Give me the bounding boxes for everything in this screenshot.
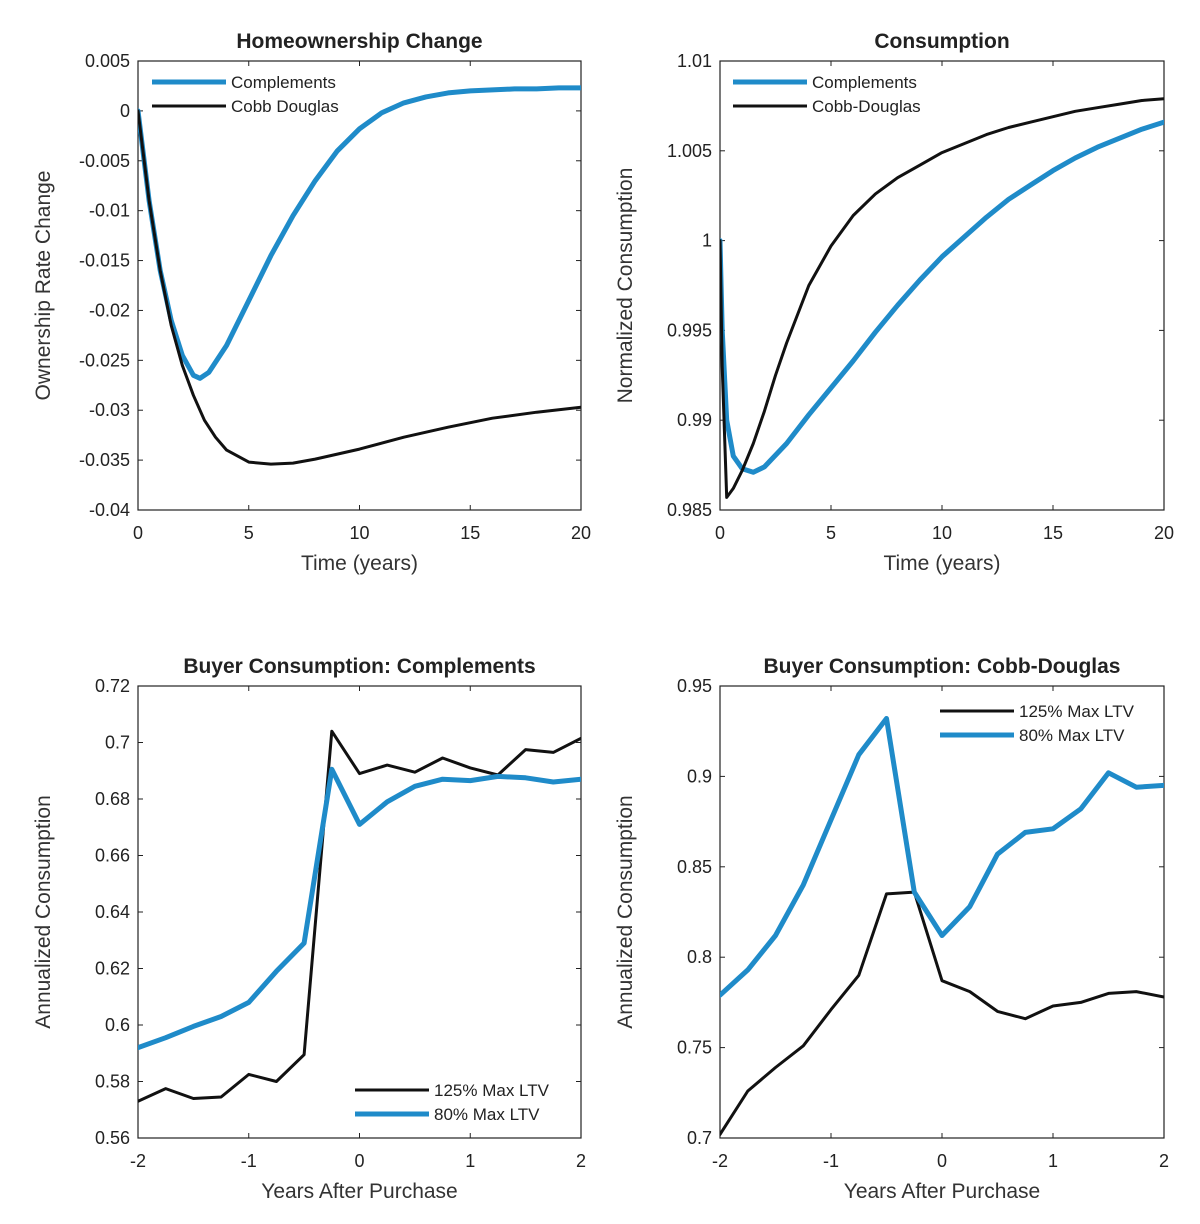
legend-label: Cobb-Douglas bbox=[812, 97, 921, 116]
y-tick-label: -0.005 bbox=[79, 151, 130, 171]
legend: 125% Max LTV 80% Max LTV bbox=[940, 702, 1135, 745]
y-tick-label: 0.56 bbox=[95, 1128, 130, 1148]
y-tick-label: -0.025 bbox=[79, 350, 130, 370]
x-tick-label: 5 bbox=[826, 523, 836, 543]
y-tick-label: 1.01 bbox=[677, 51, 712, 71]
x-axis-label: Years After Purchase bbox=[261, 1180, 458, 1203]
legend-label: 80% Max LTV bbox=[1019, 726, 1125, 745]
x-tick-label: 2 bbox=[576, 1151, 586, 1171]
y-tick-label: -0.03 bbox=[89, 400, 130, 420]
x-tick-label: 20 bbox=[571, 523, 591, 543]
y-tick-label: 0.66 bbox=[95, 846, 130, 866]
x-tick-label: -2 bbox=[712, 1151, 728, 1171]
y-tick-label: 0.8 bbox=[687, 947, 712, 967]
chart-title: Buyer Consumption: Cobb-Douglas bbox=[764, 655, 1121, 678]
x-tick-label: 10 bbox=[349, 523, 369, 543]
y-tick-label: 0 bbox=[120, 101, 130, 121]
x-tick-label: -2 bbox=[130, 1151, 146, 1171]
y-tick-label: 0.75 bbox=[677, 1038, 712, 1058]
legend-label: 80% Max LTV bbox=[434, 1105, 540, 1124]
series-group bbox=[720, 716, 1164, 1136]
series-line-complements bbox=[138, 85, 581, 381]
y-tick-label: 0.95 bbox=[677, 676, 712, 696]
y-tick-label: -0.02 bbox=[89, 300, 130, 320]
legend: Complements Cobb-Douglas bbox=[733, 73, 921, 116]
y-axis-label: Ownership Rate Change bbox=[32, 171, 55, 401]
x-tick-label: 1 bbox=[465, 1151, 475, 1171]
y-tick-label: 0.995 bbox=[667, 320, 712, 340]
y-tick-label: 0.58 bbox=[95, 1072, 130, 1092]
series-group bbox=[720, 97, 1164, 499]
plot-area bbox=[719, 685, 1165, 1139]
y-tick-label: 0.62 bbox=[95, 959, 130, 979]
x-axis-label: Time (years) bbox=[301, 552, 418, 575]
y-tick-label: 0.64 bbox=[95, 902, 130, 922]
x-tick-label: 0 bbox=[133, 523, 143, 543]
y-tick-label: -0.035 bbox=[79, 450, 130, 470]
legend: Complements Cobb Douglas bbox=[152, 73, 339, 116]
x-tick-label: 15 bbox=[460, 523, 480, 543]
y-tick-label: -0.01 bbox=[89, 201, 130, 221]
legend: 125% Max LTV 80% Max LTV bbox=[355, 1081, 550, 1124]
y-tick-label: 1.005 bbox=[667, 141, 712, 161]
y-tick-label: 0.72 bbox=[95, 676, 130, 696]
x-axis-label: Time (years) bbox=[883, 552, 1000, 575]
legend-label: 125% Max LTV bbox=[1019, 702, 1135, 721]
x-tick-label: 20 bbox=[1154, 523, 1174, 543]
x-tick-label: -1 bbox=[241, 1151, 257, 1171]
series-group bbox=[138, 85, 581, 466]
y-tick-label: -0.015 bbox=[79, 251, 130, 271]
y-tick-label: 0.985 bbox=[667, 500, 712, 520]
legend-label: Complements bbox=[231, 73, 336, 92]
y-tick-label: 0.85 bbox=[677, 857, 712, 877]
x-axis-label: Years After Purchase bbox=[844, 1180, 1041, 1203]
series-line-125-max-ltv bbox=[720, 890, 1164, 1136]
chart-title: Consumption bbox=[874, 30, 1009, 53]
chart-panel-2: 0 5 10 15 20 1.01 1.005 1 0.995 0.99 0.985 Consumpt… bbox=[614, 30, 1174, 575]
y-tick-label: 0.005 bbox=[85, 51, 130, 71]
chart-title: Homeownership Change bbox=[236, 30, 482, 53]
y-axis-label: Annualized Consumption bbox=[32, 795, 55, 1028]
y-axis-label: Annualized Consumption bbox=[614, 795, 637, 1028]
x-tick-label: 0 bbox=[937, 1151, 947, 1171]
y-tick-label: -0.04 bbox=[89, 500, 130, 520]
y-tick-label: 0.6 bbox=[105, 1015, 130, 1035]
x-tick-label: 15 bbox=[1043, 523, 1063, 543]
x-tick-label: 1 bbox=[1048, 1151, 1058, 1171]
y-tick-label: 0.7 bbox=[105, 733, 130, 753]
chart-panel-3: -2 -1 0 1 2 0.72 0.7 0.68 0.66 0.64 0.62 0.6 0.58 0.5… bbox=[32, 655, 586, 1203]
y-tick-label: 0.99 bbox=[677, 410, 712, 430]
plot-area bbox=[137, 685, 582, 1139]
plot-area bbox=[137, 60, 582, 511]
series-line-125-max-ltv bbox=[138, 729, 581, 1103]
x-tick-label: -1 bbox=[823, 1151, 839, 1171]
legend-label: 125% Max LTV bbox=[434, 1081, 550, 1100]
chart-panel-1: 0 5 10 15 20 0.005 0 -0.005 -0.01 -0.015 -0.02 -0.0… bbox=[32, 30, 591, 575]
series-group bbox=[138, 729, 581, 1103]
series-line-80-max-ltv bbox=[720, 716, 1164, 998]
y-tick-label: 0.9 bbox=[687, 766, 712, 786]
y-tick-label: 1 bbox=[702, 231, 712, 251]
series-line-80-max-ltv bbox=[138, 766, 581, 1051]
x-tick-label: 0 bbox=[354, 1151, 364, 1171]
y-axis-label: Normalized Consumption bbox=[614, 168, 637, 404]
x-tick-label: 0 bbox=[715, 523, 725, 543]
series-line-cobb-douglas bbox=[138, 109, 581, 466]
chart-panel-4: -2 -1 0 1 2 0.95 0.9 0.85 0.8 0.75 0.7 Buyer Consum… bbox=[614, 655, 1169, 1203]
series-line-cobb-douglas bbox=[720, 97, 1164, 499]
x-tick-label: 10 bbox=[932, 523, 952, 543]
y-tick-label: 0.68 bbox=[95, 789, 130, 809]
legend-label: Cobb Douglas bbox=[231, 97, 339, 116]
y-tick-label: 0.7 bbox=[687, 1128, 712, 1148]
legend-label: Complements bbox=[812, 73, 917, 92]
x-tick-label: 5 bbox=[244, 523, 254, 543]
x-tick-label: 2 bbox=[1159, 1151, 1169, 1171]
chart-title: Buyer Consumption: Complements bbox=[183, 655, 535, 678]
